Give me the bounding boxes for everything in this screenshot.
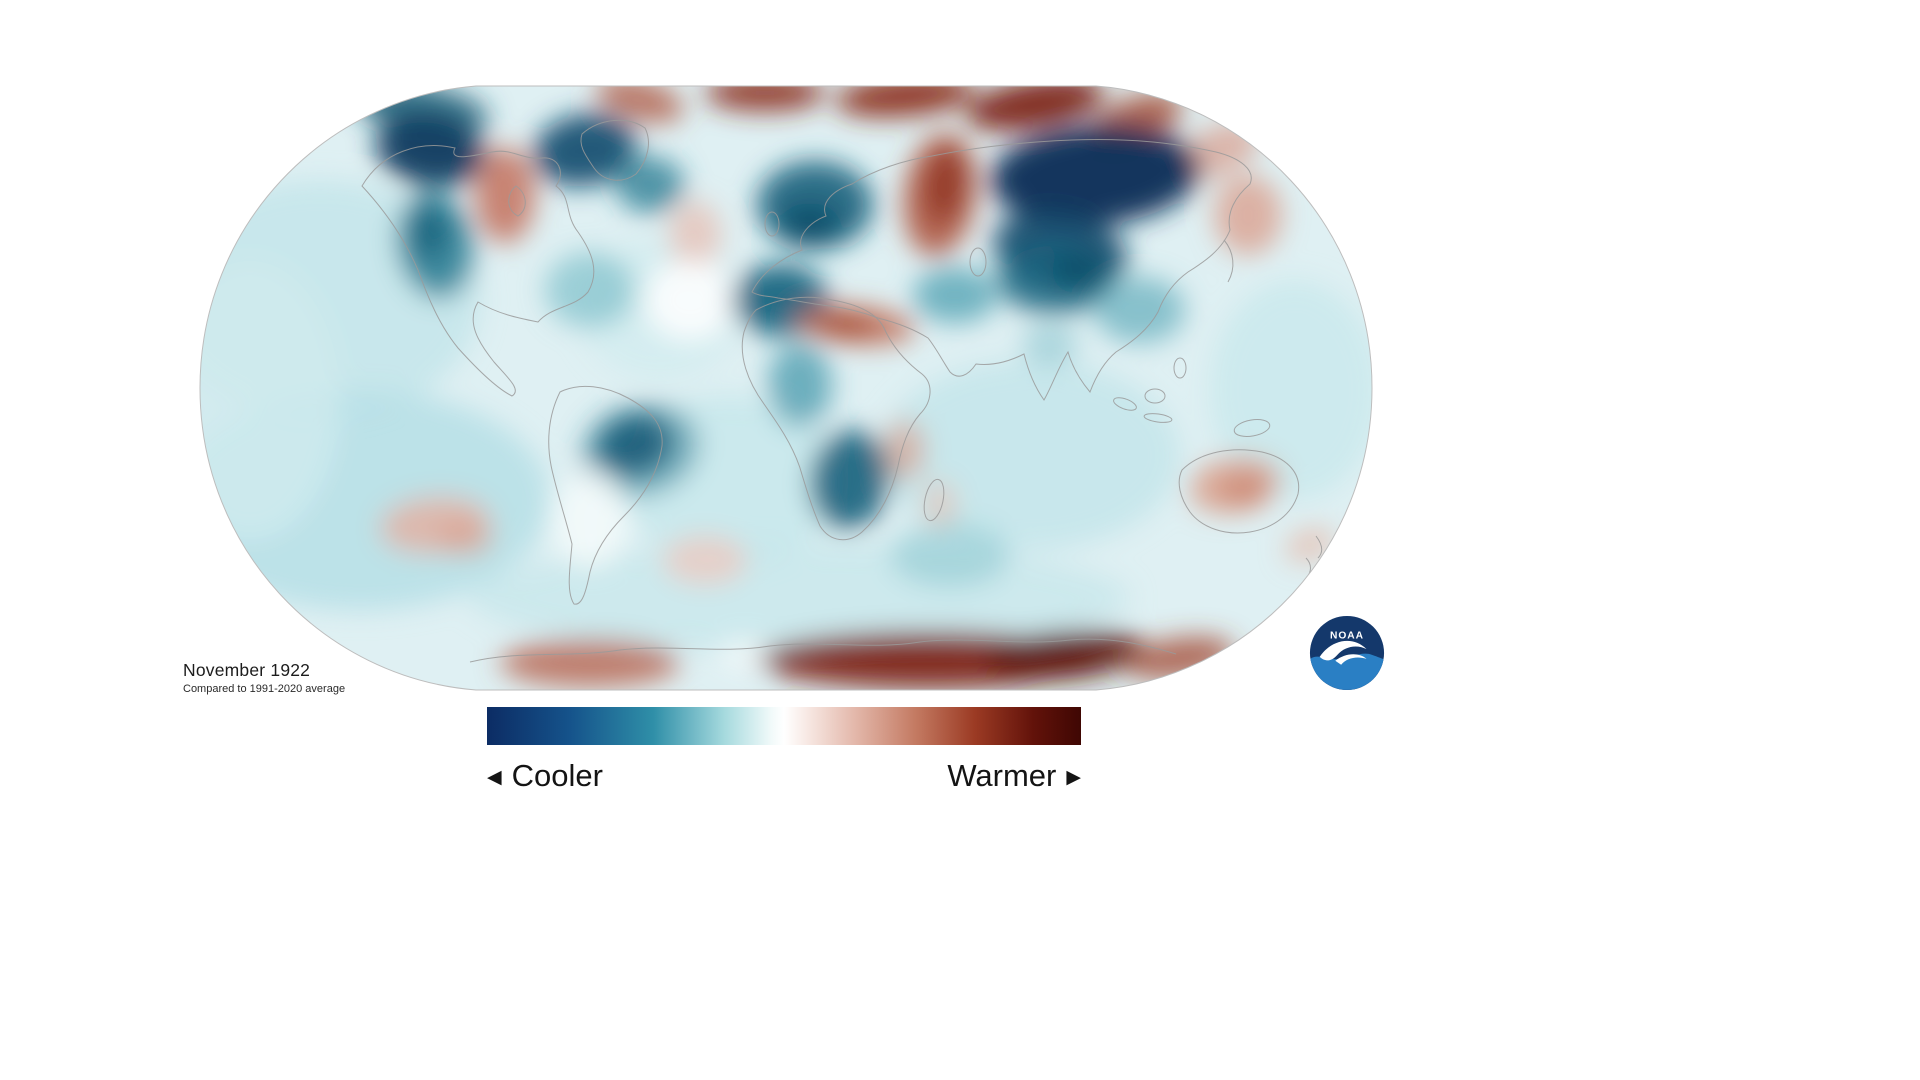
anomaly-argentina-white <box>552 472 628 568</box>
anomaly-us-east-teal <box>545 252 635 328</box>
colorbar <box>487 707 1081 745</box>
map-subtitle: Compared to 1991-2020 average <box>183 683 346 696</box>
anomaly-nz-pink <box>1284 526 1336 564</box>
coast-north-america <box>361 145 595 397</box>
anomaly-arctic-red-streak-3 <box>835 86 975 117</box>
anomaly-arctic-red-streak-4 <box>965 86 1105 131</box>
cooler-label: Cooler <box>511 758 603 793</box>
noaa-logo-text: NOAA <box>1330 630 1364 641</box>
coast-south-america <box>548 385 663 605</box>
warmer-arrow-icon: ▶ <box>1066 766 1081 788</box>
coast-hudson-bay <box>508 185 526 217</box>
coast-java <box>1143 413 1173 423</box>
anomaly-arctic-red-streak-2 <box>705 86 825 111</box>
anomaly-ocean-east-pacific <box>200 260 340 540</box>
anomaly-australia-pink-core <box>1221 475 1269 505</box>
coast-antarctica <box>469 638 1177 663</box>
coast-borneo <box>1144 388 1166 404</box>
anomaly-s-indian-teal <box>890 523 1010 587</box>
coast-new-guinea <box>1233 419 1271 437</box>
coast-eurasia <box>751 139 1252 401</box>
title-block: November 1922 Compared to 1991-2020 aver… <box>183 660 345 696</box>
projection-outline <box>199 85 1373 691</box>
map-title: November 1922 <box>183 660 311 680</box>
anomaly-n-atlantic-white <box>645 260 735 340</box>
noaa-logo: NOAA <box>1309 615 1385 691</box>
legend-cooler: ◀ Cooler <box>487 758 603 794</box>
noaa-logo-wave <box>1310 653 1384 690</box>
anomaly-antarctic-red-west <box>500 639 680 687</box>
anomaly-madagascar-pink <box>924 481 956 529</box>
anomaly-s-africa-teal <box>809 430 891 530</box>
anomaly-eq-africa-teal <box>768 343 832 427</box>
anomaly-india-teal <box>1022 323 1078 367</box>
anomaly-kamchatka-pink <box>1214 175 1282 255</box>
legend-labels: ◀ Cooler Warmer ▶ <box>487 752 1081 800</box>
coast-britain <box>764 211 780 237</box>
anomaly-mid-atlantic-pink <box>669 201 721 269</box>
anomaly-e-africa-pink <box>885 420 925 480</box>
anomaly-baffin-teal <box>616 157 684 213</box>
anomaly-urals-red-core <box>924 147 966 223</box>
anomaly-s-ocean-pink <box>663 536 747 584</box>
anomaly-himalaya-navy <box>1050 255 1106 291</box>
coast-japan <box>1223 239 1234 283</box>
anomaly-mideast-teal <box>913 267 997 323</box>
coast-africa <box>741 296 931 541</box>
anomaly-us-west-core <box>410 204 450 260</box>
coast-sumatra <box>1113 397 1137 411</box>
anomaly-brazil-halo-teal <box>580 402 700 498</box>
anomaly-sahel-red-core <box>815 312 875 338</box>
cooler-arrow-icon: ◀ <box>487 766 502 788</box>
legend-warmer: Warmer ▶ <box>947 758 1081 794</box>
anomaly-ocean-w-pacific <box>1210 280 1372 500</box>
anomaly-nw-canada-pink <box>475 147 535 243</box>
anomaly-blobs <box>200 86 1372 688</box>
coast-caspian <box>969 247 987 277</box>
anomaly-alaska-navy <box>375 113 485 187</box>
anomaly-siberia-navy <box>990 124 1200 226</box>
coastlines <box>361 119 1323 663</box>
coast-greenland <box>580 119 649 181</box>
coast-madagascar <box>923 478 945 522</box>
anomaly-arctic-red-streak-1 <box>596 86 684 123</box>
anomaly-east-asia-teal <box>1095 277 1185 343</box>
anomaly-ocean-indian <box>880 360 1180 550</box>
noaa-bird-icon <box>1319 640 1367 665</box>
coast-philippines <box>1173 357 1187 379</box>
coast-australia <box>1178 449 1300 534</box>
anomaly-s-atlantic-pink-core <box>437 520 493 556</box>
warmer-label: Warmer <box>947 758 1057 793</box>
anomaly-antarctic-maroon-east <box>985 630 1145 680</box>
